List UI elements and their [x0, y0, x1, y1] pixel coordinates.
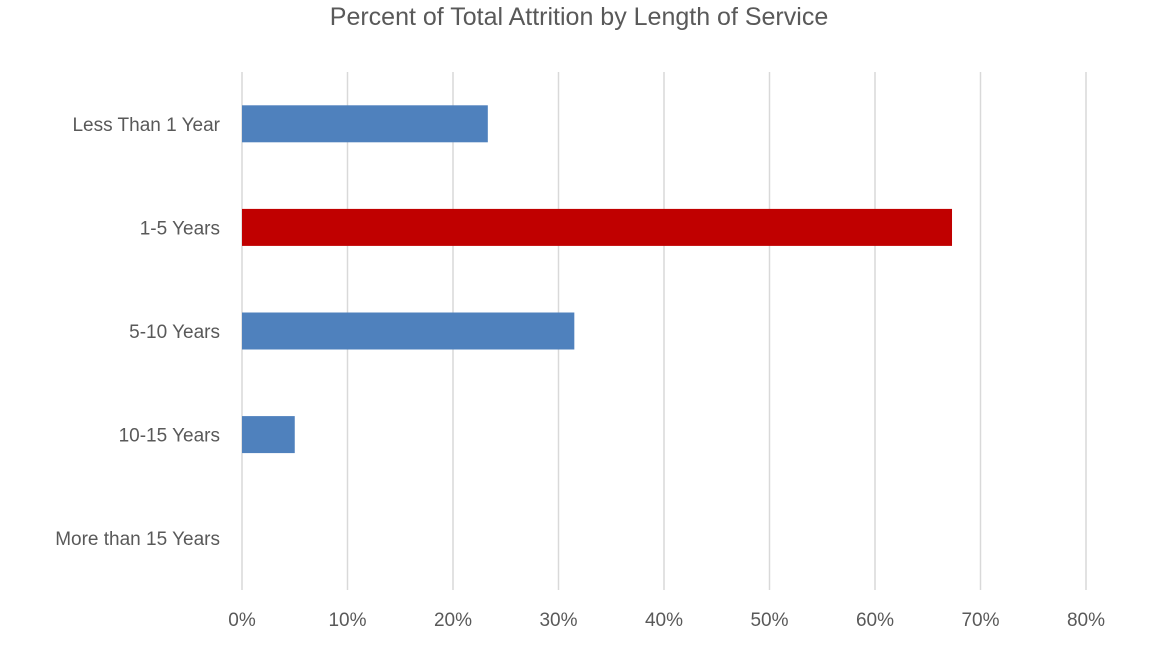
x-tick-label: 10% [328, 610, 366, 631]
x-tick-label: 30% [539, 610, 577, 631]
bar [242, 416, 295, 454]
x-tick-label: 60% [856, 610, 894, 631]
category-label: 10-15 Years [119, 426, 220, 447]
x-tick-label: 40% [645, 610, 683, 631]
category-label: 5-10 Years [129, 322, 220, 343]
x-tick-label: 0% [228, 610, 256, 631]
x-tick-label: 50% [750, 610, 788, 631]
chart-title: Percent of Total Attrition by Length of … [329, 3, 829, 31]
bar [242, 105, 488, 143]
x-tick-label: 20% [434, 610, 472, 631]
x-tick-label: 80% [1067, 610, 1105, 631]
category-label: More than 15 Years [55, 529, 220, 550]
bar [242, 208, 953, 246]
category-label: Less Than 1 Year [72, 115, 220, 136]
category-labels: Less Than 1 Year 1-5 Years 5-10 Years 10-15… [55, 115, 220, 550]
bar [242, 312, 575, 350]
x-axis-tick-labels: 0% 10% 20% 30% 40% 50% 60% 70% 80% [228, 610, 1105, 631]
x-tick-label: 70% [961, 610, 999, 631]
bars [242, 105, 953, 454]
category-label: 1-5 Years [140, 218, 220, 239]
